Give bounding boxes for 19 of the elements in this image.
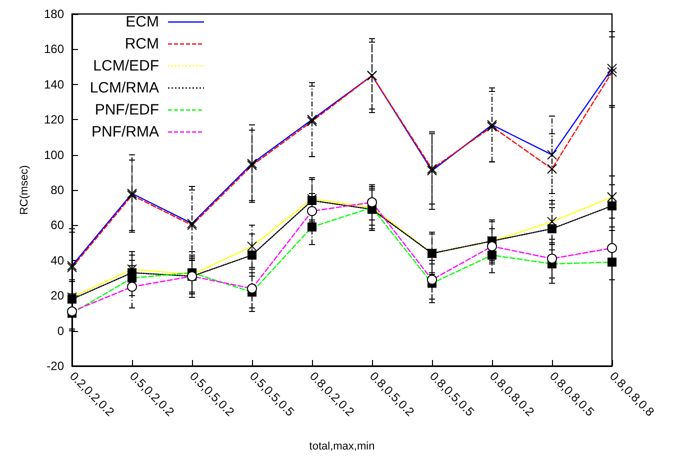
y-axis-title: RC(msec) [18,165,30,215]
legend-label: RCM [124,36,159,52]
legend-label: ECM [126,14,159,30]
y-tick-label: 80 [50,183,64,197]
y-tick-label: 40 [50,253,64,268]
y-tick-label: 160 [44,42,64,56]
legend-label: LCM/RMA [90,80,159,96]
legend-label: PNF/EDF [94,102,159,118]
y-tick-label: 0 [57,324,64,338]
legend-label: PNF/RMA [92,124,159,140]
x-axis-title: total,max,min [309,440,375,452]
y-tick-label: 20 [50,288,64,303]
y-tick-label: 60 [50,218,64,232]
y-tick-label: 140 [44,77,64,92]
y-tick-label: 100 [44,148,64,162]
y-tick-label: 180 [44,7,64,21]
y-tick-label: -20 [46,359,64,373]
y-tick-label: 120 [44,112,64,127]
legend-label: LCM/EDF [93,58,159,74]
